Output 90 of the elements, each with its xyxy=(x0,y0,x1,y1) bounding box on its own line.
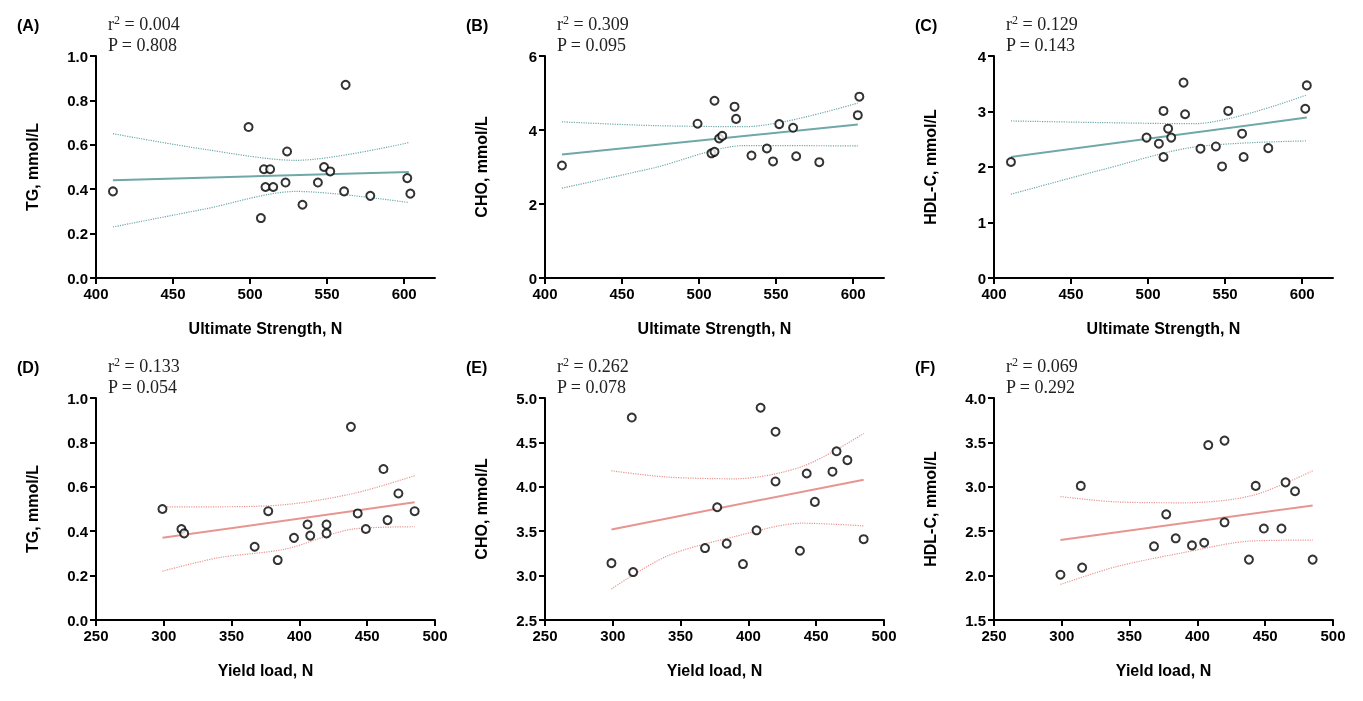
y-tick-label: 0.4 xyxy=(67,180,89,198)
y-tick-label: 1.0 xyxy=(67,389,88,407)
y-tick-label: 0.6 xyxy=(67,136,88,154)
y-axis-title: TG, mmol/L xyxy=(23,464,41,553)
y-tick-label: 4 xyxy=(977,47,987,65)
x-tick-label: 350 xyxy=(1117,627,1143,644)
x-tick-label: 450 xyxy=(1058,285,1084,302)
x-tick-label: 550 xyxy=(1212,285,1238,302)
y-tick-label: 2.0 xyxy=(965,567,986,585)
chart-title: (B) xyxy=(466,16,489,34)
x-tick-label: 500 xyxy=(686,285,712,302)
x-tick-label: 600 xyxy=(1289,285,1315,302)
text: P = 0.078 xyxy=(557,377,626,397)
x-tick-label: 450 xyxy=(354,627,380,644)
y-tick-label: 0.0 xyxy=(67,611,88,629)
x-tick-label: 300 xyxy=(151,627,177,644)
y-tick-label: 2.5 xyxy=(516,611,537,629)
y-axis-title: TG, mmol/L xyxy=(23,122,41,211)
y-tick-label: 2 xyxy=(528,195,537,213)
y-tick-label: 2 xyxy=(977,158,986,176)
text: P = 0.292 xyxy=(1006,377,1075,397)
y-tick-label: 4.5 xyxy=(516,433,537,451)
chart-title: (D) xyxy=(17,358,40,376)
text: P = 0.054 xyxy=(108,377,177,397)
x-tick-label: 600 xyxy=(840,285,866,302)
x-axis-title: Yield load, N xyxy=(1115,661,1212,679)
x-tick-label: 400 xyxy=(735,627,761,644)
x-tick-label: 600 xyxy=(391,285,417,302)
y-axis-title: HDL-C, mmol/L xyxy=(921,109,939,225)
x-tick-label: 400 xyxy=(981,285,1007,302)
y-tick-label: 0.4 xyxy=(67,522,89,540)
y-tick-label: 3 xyxy=(977,103,986,120)
y-tick-label: 0.2 xyxy=(67,567,88,585)
y-tick-label: 1.0 xyxy=(67,47,88,65)
x-tick-label: 250 xyxy=(981,627,1007,644)
x-tick-label: 500 xyxy=(422,627,448,644)
y-tick-label: 3.5 xyxy=(965,433,986,451)
x-tick-label: 400 xyxy=(532,285,558,302)
y-tick-label: 0 xyxy=(528,269,537,287)
y-tick-label: 0.8 xyxy=(67,433,88,451)
y-tick-label: 0.8 xyxy=(67,91,88,109)
x-tick-label: 250 xyxy=(83,627,109,644)
y-tick-label: 4.0 xyxy=(965,389,986,407)
text: P = 0.095 xyxy=(557,35,626,55)
chart-title: (C) xyxy=(915,16,938,34)
x-tick-label: 550 xyxy=(763,285,789,302)
y-tick-label: 4.0 xyxy=(516,478,537,496)
x-tick-label: 500 xyxy=(237,285,263,302)
chart-title: (E) xyxy=(466,358,488,376)
x-tick-label: 400 xyxy=(286,627,312,644)
y-tick-label: 3.0 xyxy=(516,567,537,585)
y-tick-label: 3.0 xyxy=(965,478,986,496)
y-tick-label: 0.6 xyxy=(67,478,88,496)
x-tick-label: 500 xyxy=(1135,285,1161,302)
x-axis-title: Yield load, N xyxy=(217,661,314,679)
y-tick-label: 2.5 xyxy=(965,522,986,540)
x-tick-label: 500 xyxy=(871,627,897,644)
x-tick-label: 300 xyxy=(600,627,626,644)
x-axis-title: Yield load, N xyxy=(666,661,763,679)
y-axis-title: CHO, mmol/L xyxy=(472,458,490,560)
chart-title: (F) xyxy=(915,358,936,376)
y-tick-label: 0.0 xyxy=(67,269,88,287)
x-tick-label: 400 xyxy=(83,285,109,302)
x-tick-label: 450 xyxy=(803,627,829,644)
y-tick-label: 0.2 xyxy=(67,225,88,243)
x-tick-label: 500 xyxy=(1320,627,1346,644)
y-axis-title: CHO, mmol/L xyxy=(472,116,490,218)
x-tick-label: 450 xyxy=(1252,627,1278,644)
x-tick-label: 450 xyxy=(609,285,635,302)
chart-title: (A) xyxy=(17,16,40,34)
x-tick-label: 450 xyxy=(160,285,186,302)
text: P = 0.808 xyxy=(108,35,177,55)
x-tick-label: 400 xyxy=(1184,627,1210,644)
y-axis-title: HDL-C, mmol/L xyxy=(921,451,939,567)
x-tick-label: 350 xyxy=(668,627,694,644)
y-tick-label: 0 xyxy=(977,269,986,287)
y-tick-label: 4 xyxy=(528,121,538,139)
y-tick-label: 1 xyxy=(977,214,986,231)
y-tick-label: 1.5 xyxy=(965,611,986,629)
text: P = 0.143 xyxy=(1006,35,1075,55)
x-axis-title: Ultimate Strength, N xyxy=(1086,319,1241,337)
x-axis-title: Ultimate Strength, N xyxy=(637,319,792,337)
y-tick-label: 5.0 xyxy=(516,389,537,407)
x-tick-label: 350 xyxy=(219,627,245,644)
y-tick-label: 3.5 xyxy=(516,522,537,540)
x-tick-label: 250 xyxy=(532,627,558,644)
y-tick-label: 6 xyxy=(528,47,537,65)
x-axis-title: Ultimate Strength, N xyxy=(188,319,343,337)
x-tick-label: 550 xyxy=(314,285,340,302)
x-tick-label: 300 xyxy=(1049,627,1075,644)
